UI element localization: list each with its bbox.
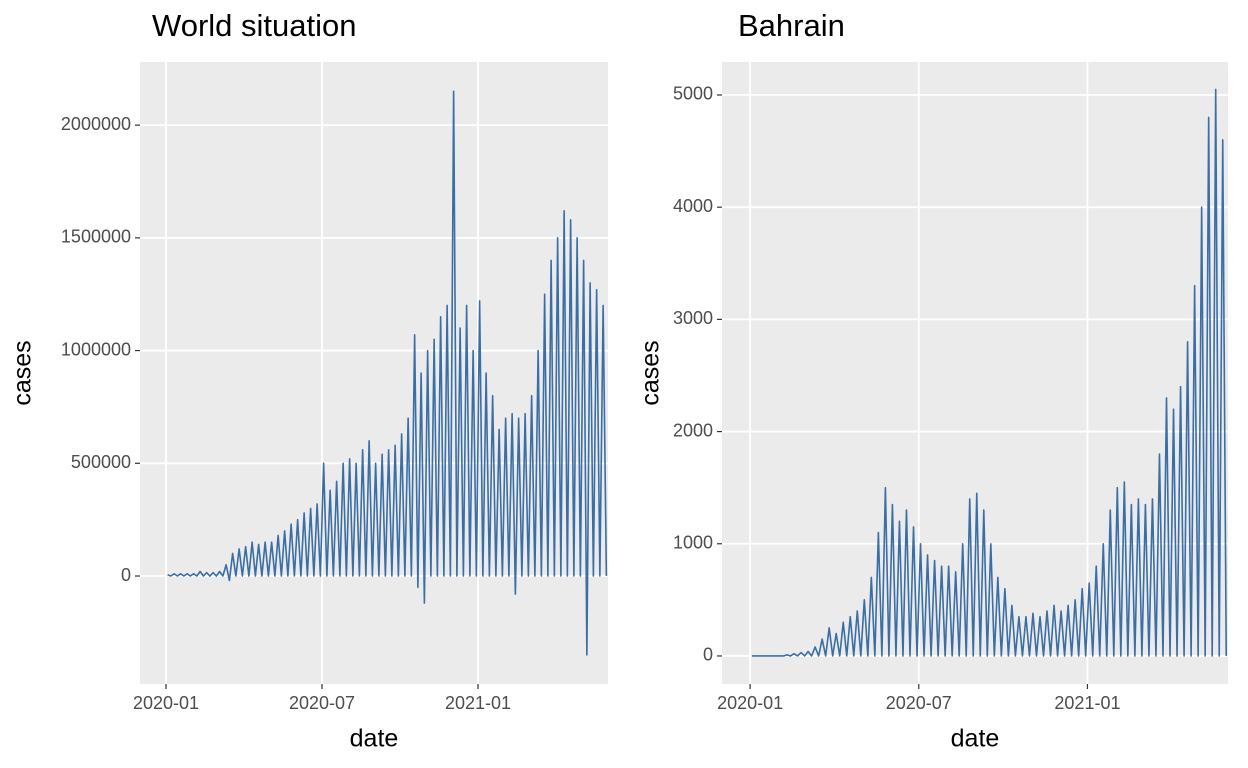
y-tick-label: 500000 [71,452,131,472]
data-line [751,88,1228,657]
x-tick-label: 2021-01 [1054,693,1120,713]
y-axis-label: cases [9,340,37,405]
y-axis-label: cases [637,340,665,405]
y-tick-label: 0 [121,565,131,585]
y-tick-label: 4000 [673,196,713,216]
x-tick-label: 2020-01 [717,693,783,713]
y-tick-label: 2000 [673,420,713,440]
y-tick-label: 3000 [673,308,713,328]
x-tick-label: 2020-07 [289,693,355,713]
x-axis-label: date [350,725,399,753]
x-tick-label: 2020-07 [886,693,952,713]
x-tick-label: 2020-01 [133,693,199,713]
x-tick-label: 2021-01 [445,693,511,713]
x-axis-label: date [951,725,1000,753]
y-tick-label: 2000000 [61,114,131,134]
data-line [167,90,608,656]
y-tick-label: 0 [703,645,713,665]
y-tick-label: 1000000 [61,339,131,359]
chart-title: World situation [152,8,356,43]
y-tick-label: 1000 [673,533,713,553]
chart-title: Bahrain [738,8,845,43]
y-tick-label: 5000 [673,84,713,104]
panel-background [140,62,608,684]
y-tick-label: 1500000 [61,227,131,247]
